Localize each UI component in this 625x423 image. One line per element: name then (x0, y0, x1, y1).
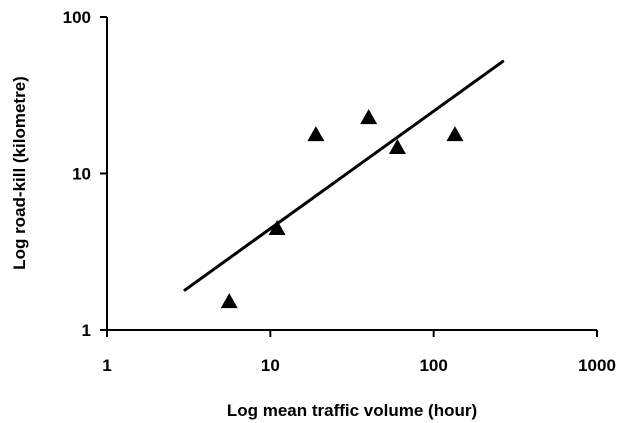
x-tick-label: 1000 (578, 356, 616, 375)
x-tick-label: 100 (419, 356, 447, 375)
data-points (220, 109, 464, 309)
data-point (307, 126, 325, 142)
axes (106, 17, 597, 331)
data-point (446, 126, 464, 142)
data-point (360, 109, 378, 125)
data-point (220, 293, 238, 309)
trendline-group (183, 59, 505, 292)
y-tick-label: 1 (82, 321, 91, 340)
x-axis-title: Log mean traffic volume (hour) (227, 401, 477, 420)
x-tick-label: 1 (102, 356, 111, 375)
data-point (388, 138, 406, 154)
x-tick-label: 10 (261, 356, 280, 375)
y-axis-title: Log road-kill (kilometre) (10, 76, 29, 270)
tick-labels: 1 10 100 1000 1 10 100 (63, 8, 616, 375)
data-point (268, 219, 286, 235)
ticks (100, 16, 598, 337)
trendline (183, 59, 505, 292)
y-tick-label: 100 (63, 8, 91, 27)
y-tick-label: 10 (72, 165, 91, 184)
